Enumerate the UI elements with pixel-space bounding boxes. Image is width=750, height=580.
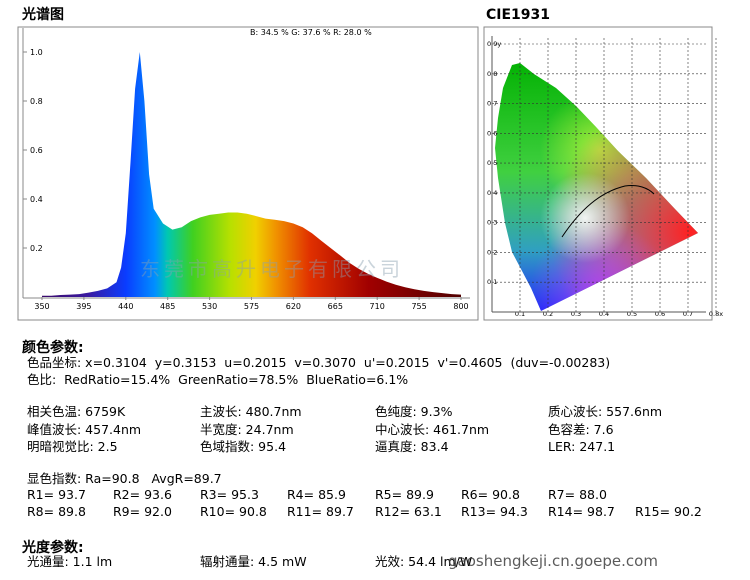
spectrum-subtitle: B: 34.5 % G: 37.6 % R: 28.0 % xyxy=(250,28,372,37)
x-tick-label: 350 xyxy=(34,302,49,311)
param-text: R13= 94.3 xyxy=(461,504,528,519)
param-text: R9= 92.0 xyxy=(113,504,172,519)
x-tick-label: 575 xyxy=(244,302,259,311)
cie-grid xyxy=(492,38,717,312)
param-text: 色容差: 7.6 xyxy=(548,421,614,437)
param-text: 相关色温: 6759K xyxy=(27,404,126,419)
param-text: 光通量: 1.1 lm xyxy=(27,554,113,569)
param-text: R6= 90.8 xyxy=(461,487,520,502)
x-tick-label: 755 xyxy=(411,302,426,311)
param-text: R5= 89.9 xyxy=(375,487,434,502)
param-text: R11= 89.7 xyxy=(287,504,354,519)
spectrum-plot xyxy=(42,52,461,297)
param-text: 逼真度: 83.4 xyxy=(375,439,449,454)
y-tick-label: 0.8 xyxy=(30,97,43,106)
spectrum-area xyxy=(42,52,461,297)
param-text: R12= 63.1 xyxy=(375,504,442,519)
param-text: R2= 93.6 xyxy=(113,487,172,502)
param-text: R4= 85.9 xyxy=(287,487,346,502)
x-tick-label: 0.7 xyxy=(683,310,693,318)
param-text: 中心波长: 461.7nm xyxy=(375,421,490,437)
param-text: 色品坐标: x=0.3104 y=0.3153 u=0.2015 v=0.307… xyxy=(27,355,611,370)
x-tick-label: 440 xyxy=(118,302,133,311)
x-tick-label: 0.8x xyxy=(709,310,723,318)
param-text: 色域指数: 95.4 xyxy=(200,439,287,454)
param-text: 半宽度: 24.7nm xyxy=(200,421,294,437)
param-text: R14= 98.7 xyxy=(548,504,615,519)
param-text: 显色指数: Ra=90.8 AvgR=89.7 xyxy=(27,471,222,486)
x-tick-label: 800 xyxy=(453,302,468,311)
y-tick-label: 0.6 xyxy=(30,146,43,155)
cie-title: CIE1931 xyxy=(486,7,550,23)
section-title: 颜色参数: xyxy=(22,340,84,356)
param-text: 主波长: 480.7nm xyxy=(200,404,302,419)
x-tick-label: 710 xyxy=(370,302,385,311)
param-text: 光效: 54.4 lm/W xyxy=(375,554,473,569)
param-text: R3= 95.3 xyxy=(200,487,259,502)
x-tick-label: 0.4 xyxy=(599,310,609,318)
param-text: LER: 247.1 xyxy=(548,439,616,454)
param-text: R10= 90.8 xyxy=(200,504,267,519)
x-tick-label: 620 xyxy=(286,302,301,311)
y-tick-label: 0.2 xyxy=(30,244,43,253)
x-tick-label: 0.2 xyxy=(543,310,553,318)
x-tick-label: 0.1 xyxy=(515,310,525,318)
param-text: 明暗视觉比: 2.5 xyxy=(27,439,118,454)
x-tick-label: 0.5 xyxy=(627,310,637,318)
y-tick-label: 0.9y xyxy=(487,40,501,48)
param-text: 质心波长: 557.6nm xyxy=(548,404,663,419)
x-tick-label: 0.3 xyxy=(571,310,581,318)
x-tick-label: 395 xyxy=(76,302,91,311)
section-title: 光度参数: xyxy=(22,540,84,556)
param-text: 峰值波长: 457.4nm xyxy=(27,421,142,437)
y-tick-label: 1.0 xyxy=(30,48,43,57)
param-text: R7= 88.0 xyxy=(548,487,607,502)
spectrum-title: 光谱图 xyxy=(21,6,64,23)
planckian-locus xyxy=(561,185,655,238)
x-tick-label: 0.6 xyxy=(655,310,665,318)
x-tick-label: 530 xyxy=(202,302,217,311)
charts: 光谱图 B: 34.5 % G: 37.6 % R: 28.0 % CIE193… xyxy=(17,6,723,321)
param-text: R8= 89.8 xyxy=(27,504,86,519)
watermark: gaoshengkeji.cn.goepe.com xyxy=(448,552,658,570)
param-text: 色比: RedRatio=15.4% GreenRatio=78.5% Blue… xyxy=(27,372,409,387)
watermark: 东莞市高升电子有限公司 xyxy=(140,257,404,281)
y-tick-label: 0.4 xyxy=(30,195,43,204)
param-text: 色纯度: 9.3% xyxy=(375,404,453,419)
param-text: R1= 93.7 xyxy=(27,487,86,502)
param-text: R15= 90.2 xyxy=(635,504,702,519)
x-tick-label: 665 xyxy=(328,302,343,311)
param-text: 辐射通量: 4.5 mW xyxy=(200,554,307,569)
x-tick-label: 485 xyxy=(160,302,175,311)
